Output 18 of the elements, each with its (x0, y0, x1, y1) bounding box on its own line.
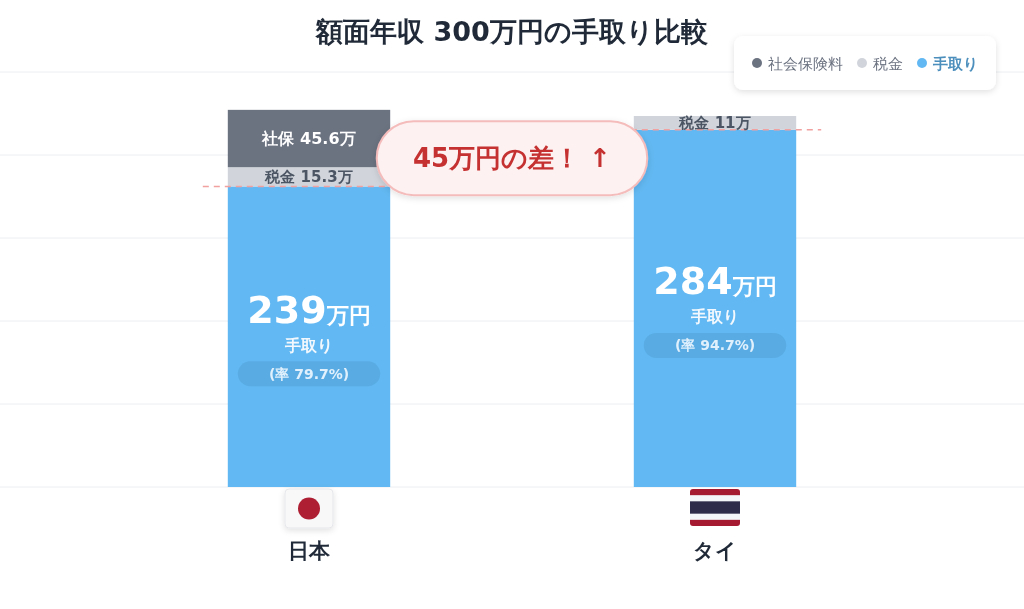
legend-label: 手取り (932, 54, 978, 73)
data-label: 239万円 (247, 287, 371, 332)
legend-label: 税金 (873, 54, 903, 73)
chart-title: 額面年収 300万円の手取り比較 (315, 16, 709, 47)
data-label: 社保 45.6万 (261, 129, 356, 149)
bar (227, 186, 391, 487)
data-label: 284万円 (653, 259, 777, 304)
bar (633, 129, 797, 487)
annotation: 45万円の差！ ↑ (412, 143, 612, 174)
text: 手取り (691, 307, 739, 327)
x-tick-label: タイ (693, 539, 737, 563)
text: 手取り (285, 335, 333, 355)
annotation: (率 79.7%) (268, 365, 350, 382)
x-tick-label: 日本 (288, 539, 331, 563)
legend-label: 社会保険料 (768, 54, 843, 73)
data-label: 税金 15.3万 (264, 168, 353, 187)
data-label: 税金 11万 (678, 114, 751, 133)
annotation: (率 94.7%) (674, 337, 756, 354)
